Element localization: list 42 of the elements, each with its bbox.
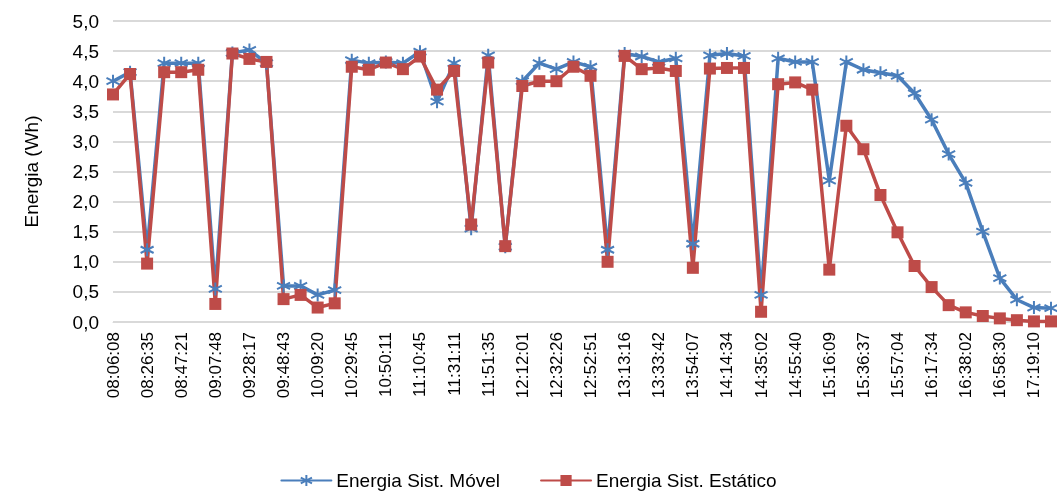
x-tick-label: 17:19:10	[1024, 332, 1044, 399]
y-tick-label: 3,5	[72, 100, 99, 122]
x-tick-label: 14:35:02	[751, 332, 771, 399]
x-tick-label: 08:26:35	[137, 332, 157, 399]
y-tick-label: 0,5	[72, 281, 99, 303]
x-tick-label: 09:48:43	[274, 332, 294, 399]
x-tick-label: 09:07:48	[205, 332, 225, 399]
x-tick-label: 13:33:42	[649, 332, 669, 399]
x-tick-label: 15:57:04	[888, 332, 908, 399]
x-tick-label: 14:14:34	[717, 332, 737, 399]
x-tick-label: 08:47:21	[171, 332, 191, 399]
x-tick-label: 14:55:40	[785, 332, 805, 399]
y-tick-label: 5,0	[72, 10, 99, 32]
x-tick-label: 13:13:16	[615, 332, 635, 399]
x-tick-label: 10:09:20	[308, 332, 328, 399]
y-tick-label: 3,0	[72, 130, 99, 152]
y-tick-label: 4,5	[72, 40, 99, 62]
y-tick-label: 1,5	[72, 221, 99, 243]
x-tick-label: 15:16:09	[819, 332, 839, 399]
x-tick-label: 10:50:11	[376, 332, 396, 397]
x-tick-label: 16:38:02	[956, 332, 976, 399]
legend-label: Energia Sist. Estático	[596, 470, 777, 491]
x-tick-label: 12:32:26	[546, 332, 566, 399]
y-tick-label: 2,0	[72, 191, 99, 213]
x-tick-label: 15:36:37	[853, 332, 873, 399]
y-tick-label: 0,0	[72, 311, 99, 333]
x-tick-label: 12:12:01	[512, 332, 532, 399]
x-tick-label: 16:58:30	[990, 332, 1010, 399]
x-tick-label: 08:06:08	[103, 332, 123, 399]
x-tick-label: 11:31:11	[444, 332, 464, 396]
x-tick-label: 09:28:17	[239, 332, 259, 399]
y-axis-title: Energia (Wh)	[21, 115, 42, 228]
x-tick-label: 10:29:45	[342, 332, 362, 399]
legend-label: Energia Sist. Móvel	[336, 470, 501, 491]
x-tick-label: 13:54:07	[683, 332, 703, 399]
x-tick-label: 11:51:35	[478, 332, 498, 397]
y-tick-label: 1,0	[72, 251, 99, 273]
y-tick-label: 4,0	[72, 70, 99, 92]
x-tick-label: 12:52:51	[581, 332, 601, 399]
x-tick-label: 16:17:34	[922, 332, 942, 399]
x-tick-label: 11:10:45	[410, 332, 430, 397]
y-tick-label: 2,5	[72, 161, 99, 182]
